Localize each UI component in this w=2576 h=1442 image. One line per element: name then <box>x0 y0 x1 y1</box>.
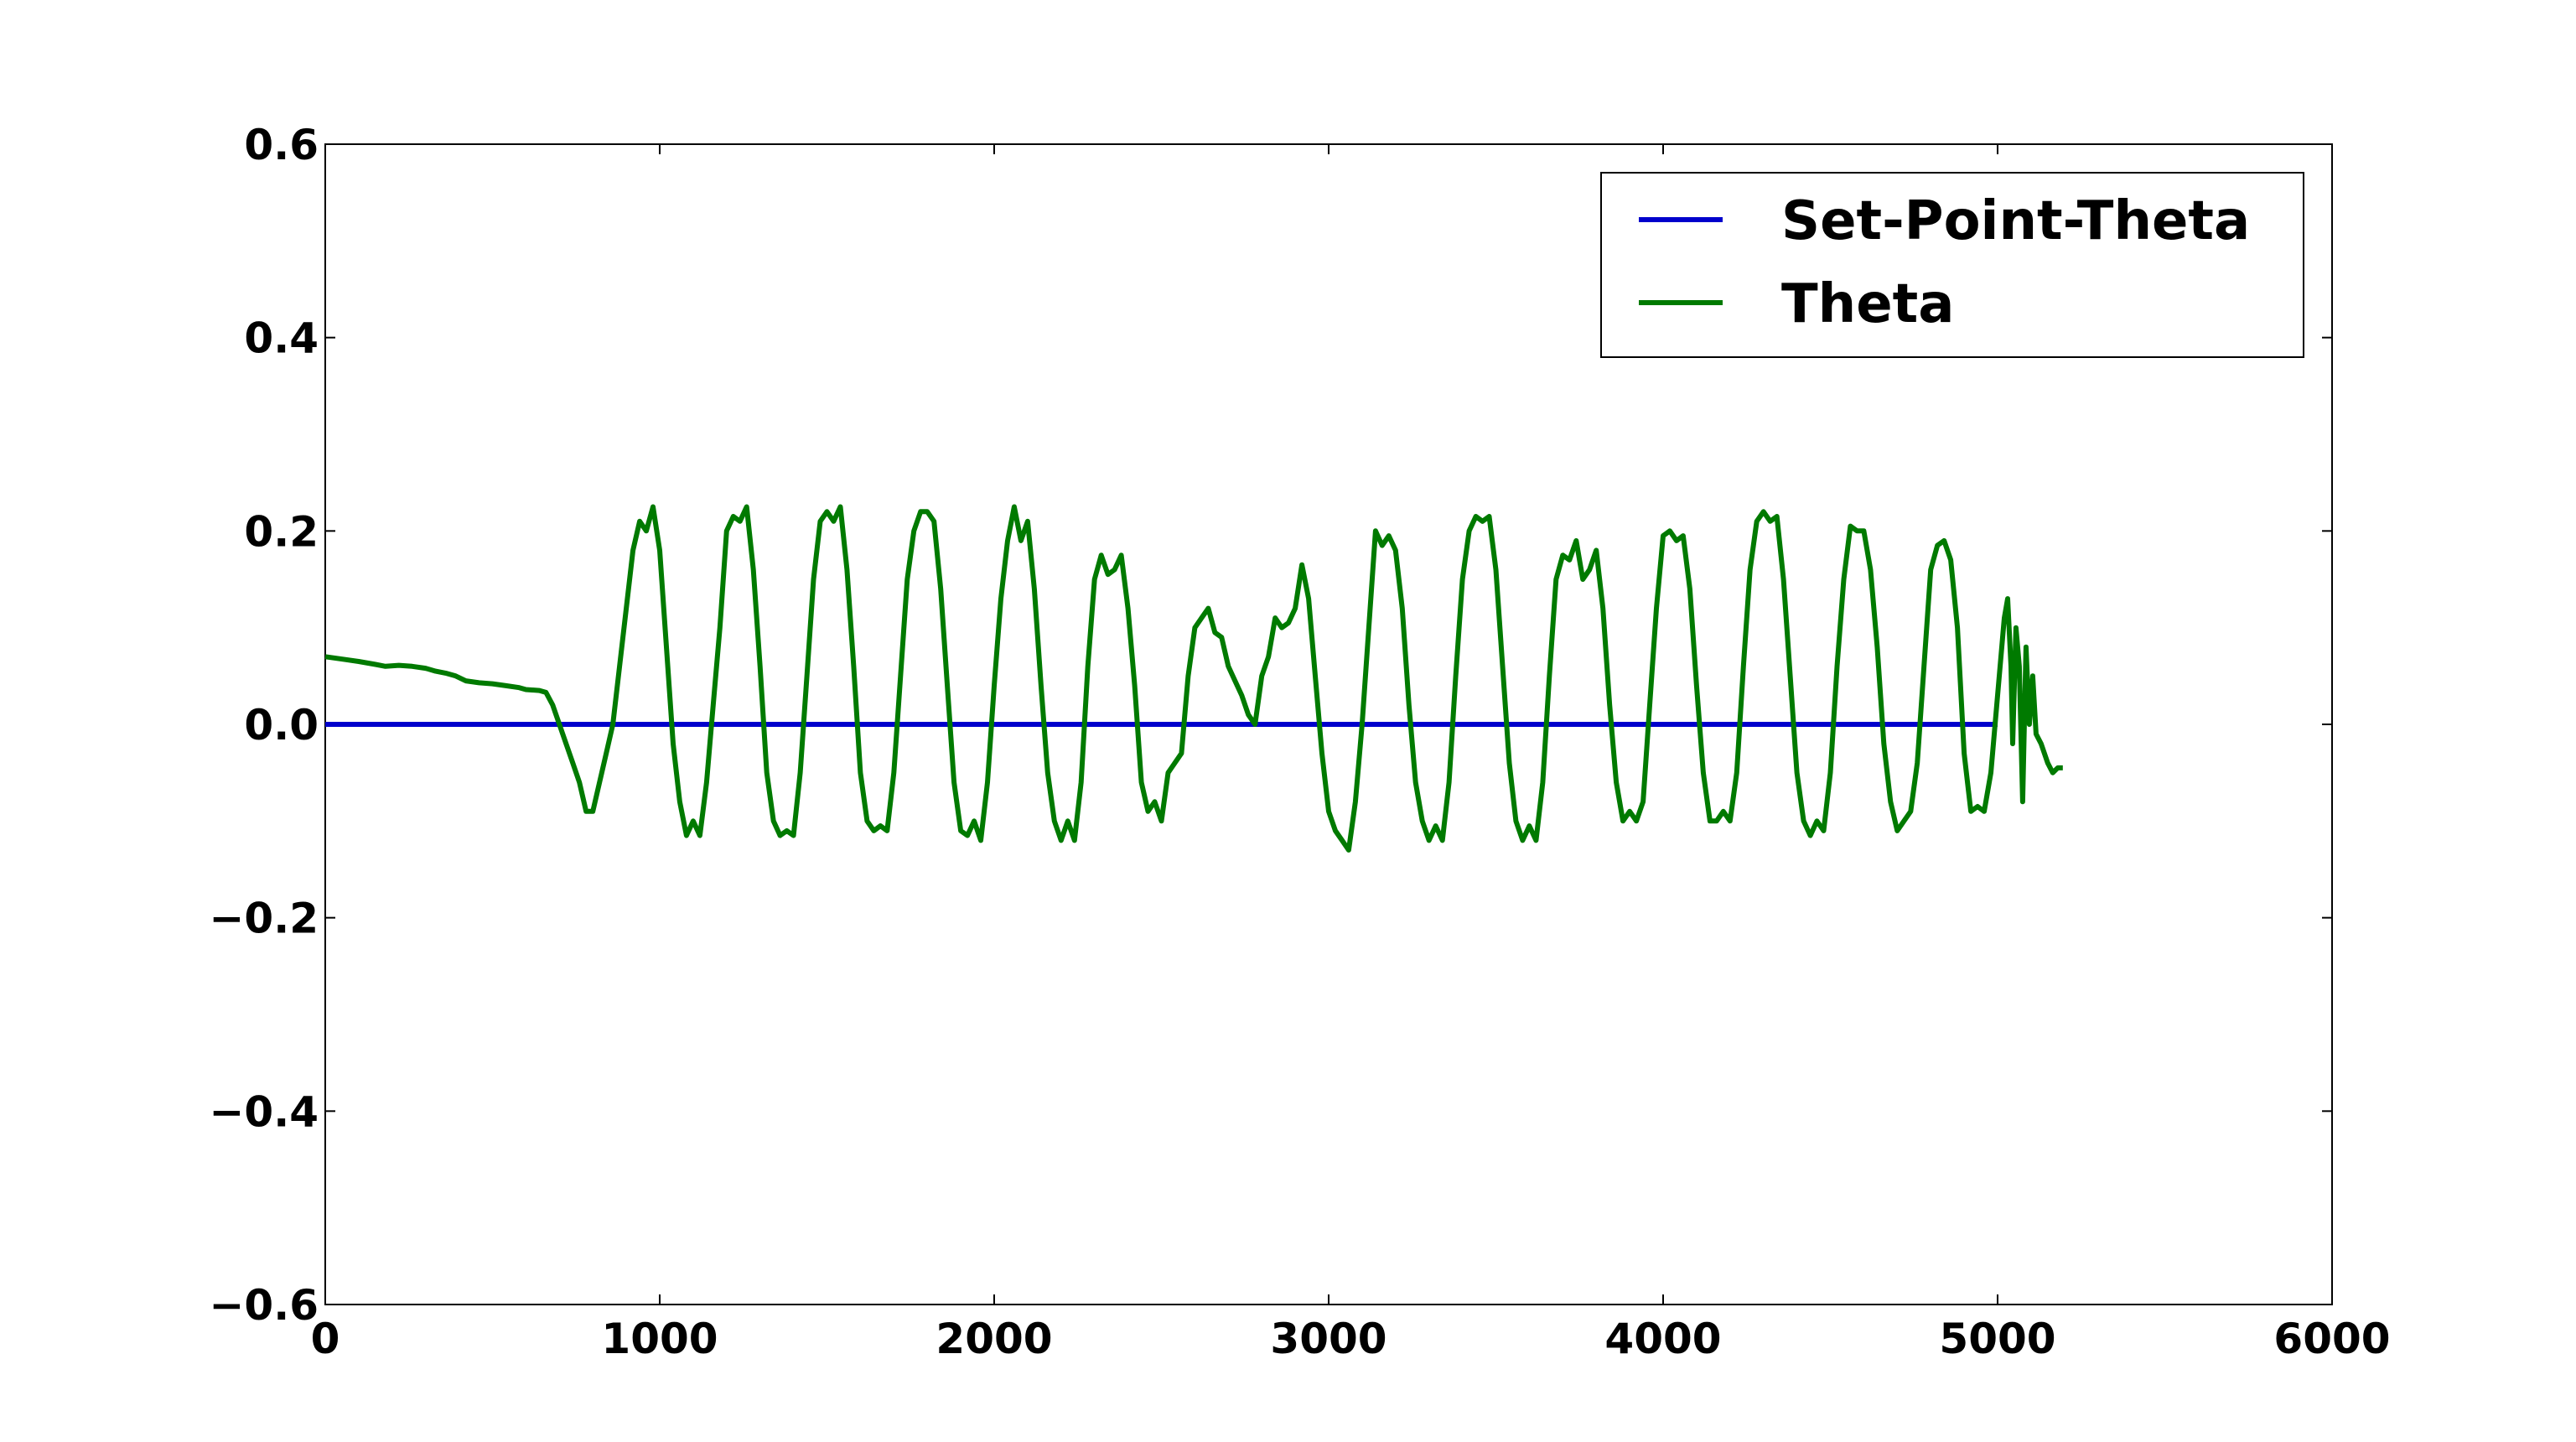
legend-box <box>1600 172 2304 358</box>
legend: Set-Point-Theta Theta <box>1600 172 2304 358</box>
x-tick-labels: 0 1000 2000 3000 4000 5000 6000 <box>311 1315 2391 1363</box>
series-lines <box>324 504 2063 853</box>
y-tick-label: 0.0 <box>244 701 319 750</box>
x-tick-label: 1000 <box>601 1315 718 1363</box>
y-tick-label: −0.2 <box>210 895 319 943</box>
y-tick-label: 0.4 <box>244 314 319 363</box>
x-tick-label: 3000 <box>1270 1315 1386 1363</box>
y-tick-label: 0.6 <box>244 121 319 169</box>
legend-label-theta: Theta <box>1781 273 1954 335</box>
x-tick-label: 6000 <box>2273 1315 2390 1363</box>
y-tick-label: 0.2 <box>244 507 319 556</box>
series-line-theta <box>324 504 2063 853</box>
x-tick-label: 5000 <box>1939 1315 2055 1363</box>
x-tick-label: 0 <box>311 1315 340 1363</box>
y-tick-label: −0.6 <box>210 1281 319 1330</box>
y-tick-label: −0.4 <box>210 1087 319 1136</box>
y-tick-labels: −0.6 −0.4 −0.2 0.0 0.2 0.4 0.6 <box>210 121 319 1330</box>
x-tick-label: 4000 <box>1604 1315 1721 1363</box>
x-tick-label: 2000 <box>936 1315 1052 1363</box>
legend-label-set-point-theta: Set-Point-Theta <box>1781 190 2250 252</box>
